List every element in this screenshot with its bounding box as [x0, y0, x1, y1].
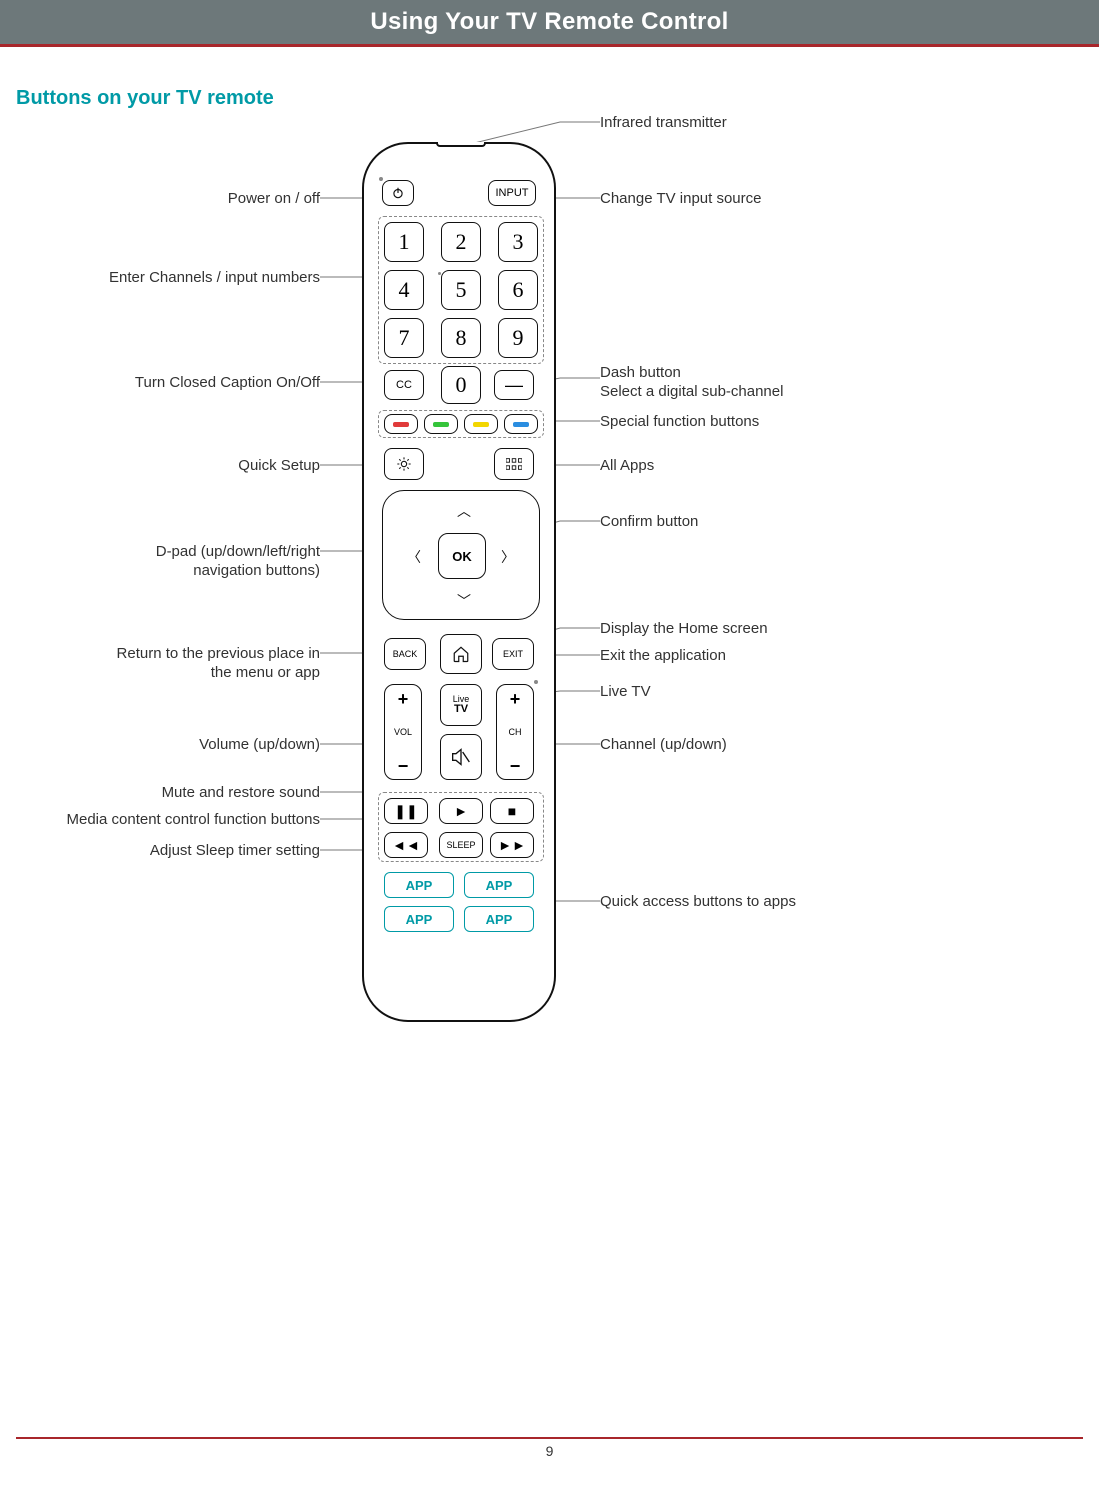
vol-down[interactable]: −	[385, 756, 421, 777]
ch-led-dot	[534, 680, 538, 684]
power-led-dot	[379, 177, 383, 181]
app-button-2[interactable]: APP	[464, 872, 534, 898]
home-button[interactable]	[440, 634, 482, 674]
down-arrow[interactable]: ﹀	[457, 591, 471, 611]
up-arrow[interactable]: ︿	[457, 501, 471, 521]
forward-button[interactable]: ►►	[490, 832, 534, 858]
callout-right-2: Dash buttonSelect a digital sub-channel	[600, 364, 783, 402]
callout-right-5: Confirm button	[600, 513, 698, 530]
callout-right-9: Channel (up/down)	[600, 736, 727, 753]
callout-left-9: Adjust Sleep timer setting	[150, 842, 320, 859]
callout-right-0: Infrared transmitter	[600, 114, 727, 131]
volume-rocker[interactable]: + VOL −	[384, 684, 422, 780]
apps-grid-icon	[506, 458, 522, 470]
home-icon	[452, 645, 470, 663]
number-2-button[interactable]: 2	[441, 222, 481, 262]
callout-right-8: Live TV	[600, 683, 651, 700]
callout-right-3: Special function buttons	[600, 413, 759, 430]
exit-button[interactable]: EXIT	[492, 638, 534, 670]
section-title: Buttons on your TV remote	[0, 47, 1099, 110]
callout-left-6: Volume (up/down)	[199, 736, 320, 753]
gear-icon	[396, 456, 412, 472]
callout-left-5: Return to the previous place inthe menu …	[117, 645, 320, 683]
number-0-button[interactable]: 0	[441, 366, 481, 404]
color-button-red[interactable]	[384, 414, 418, 434]
back-button[interactable]: BACK	[384, 638, 426, 670]
callout-left-8: Media content control function buttons	[67, 811, 321, 828]
pause-button[interactable]: ❚❚	[384, 798, 428, 824]
number-5-button[interactable]: 5	[441, 270, 481, 310]
color-bar	[393, 422, 409, 427]
page-number: 9	[0, 1443, 1099, 1459]
number-7-button[interactable]: 7	[384, 318, 424, 358]
app-button-1[interactable]: APP	[384, 872, 454, 898]
all-apps-button[interactable]	[494, 448, 534, 480]
right-arrow[interactable]: 〉	[501, 547, 515, 567]
callout-left-3: Quick Setup	[238, 457, 320, 474]
input-button[interactable]: INPUT	[488, 180, 536, 206]
ch-label: CH	[497, 727, 533, 737]
channel-rocker[interactable]: + CH −	[496, 684, 534, 780]
mute-icon	[451, 748, 471, 766]
ir-transmitter	[436, 142, 486, 147]
dpad[interactable]: OK ︿ ﹀ 〈 〉	[382, 490, 540, 620]
color-bar	[513, 422, 529, 427]
page-header: Using Your TV Remote Control	[0, 0, 1099, 44]
play-button[interactable]: ►	[439, 798, 483, 824]
remote-outline: INPUT CC 0 — OK ︿ ﹀ 〈 〉 BACK	[362, 142, 556, 1022]
keypad-center-dot	[438, 272, 441, 275]
power-button[interactable]	[382, 180, 414, 206]
number-9-button[interactable]: 9	[498, 318, 538, 358]
color-button-yellow[interactable]	[464, 414, 498, 434]
callout-right-7: Exit the application	[600, 647, 726, 664]
callout-left-2: Turn Closed Caption On/Off	[135, 374, 320, 391]
cc-button[interactable]: CC	[384, 370, 424, 400]
rewind-button[interactable]: ◄◄	[384, 832, 428, 858]
left-arrow[interactable]: 〈	[407, 547, 421, 567]
number-1-button[interactable]: 1	[384, 222, 424, 262]
vol-label: VOL	[385, 727, 421, 737]
callout-right-6: Display the Home screen	[600, 620, 768, 637]
color-bar	[433, 422, 449, 427]
dash-button[interactable]: —	[494, 370, 534, 400]
power-icon	[391, 186, 405, 200]
callout-left-4: D-pad (up/down/left/rightnavigation butt…	[156, 543, 320, 581]
live-tv-button[interactable]: Live TV	[440, 684, 482, 726]
app-button-3[interactable]: APP	[384, 906, 454, 932]
quick-setup-button[interactable]	[384, 448, 424, 480]
vol-up[interactable]: +	[385, 689, 421, 710]
footer-divider	[16, 1437, 1083, 1439]
mute-button[interactable]	[440, 734, 482, 780]
ok-button[interactable]: OK	[438, 533, 486, 579]
number-3-button[interactable]: 3	[498, 222, 538, 262]
callout-right-4: All Apps	[600, 457, 654, 474]
number-8-button[interactable]: 8	[441, 318, 481, 358]
number-6-button[interactable]: 6	[498, 270, 538, 310]
callout-left-0: Power on / off	[228, 190, 320, 207]
color-button-blue[interactable]	[504, 414, 538, 434]
stop-button[interactable]: ■	[490, 798, 534, 824]
callout-left-1: Enter Channels / input numbers	[109, 269, 320, 286]
callout-right-10: Quick access buttons to apps	[600, 893, 796, 910]
ch-down[interactable]: −	[497, 756, 533, 777]
ch-up[interactable]: +	[497, 689, 533, 710]
callout-left-7: Mute and restore sound	[162, 784, 320, 801]
live-label-bottom: TV	[454, 704, 468, 715]
number-4-button[interactable]: 4	[384, 270, 424, 310]
callout-right-1: Change TV input source	[600, 190, 762, 207]
color-bar	[473, 422, 489, 427]
color-button-green[interactable]	[424, 414, 458, 434]
app-button-4[interactable]: APP	[464, 906, 534, 932]
sleep-button[interactable]: SLEEP	[439, 832, 483, 858]
